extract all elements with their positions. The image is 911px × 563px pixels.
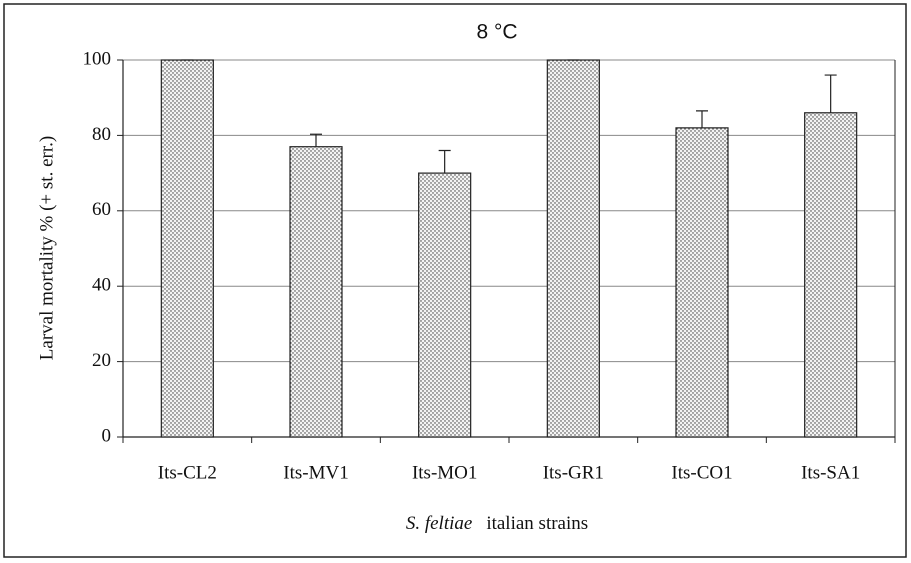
- bar: [675, 127, 729, 438]
- y-tick-label: 20: [92, 350, 111, 371]
- error-bar: [438, 149, 451, 174]
- bar: [418, 172, 472, 438]
- error-bar: [696, 110, 708, 128]
- x-axis-label-rest: italian strains: [486, 513, 588, 534]
- x-axis-label: S. feltiae italian strains: [406, 513, 588, 534]
- bar: [804, 112, 858, 438]
- y-tick-label: 80: [92, 124, 111, 145]
- bar: [160, 59, 214, 438]
- x-tick-label: Its-MV1: [283, 462, 348, 483]
- error-bar: [824, 74, 837, 113]
- x-tick-label: Its-SA1: [801, 462, 860, 483]
- y-tick-label: 100: [83, 48, 112, 69]
- y-tick-label: 60: [92, 199, 111, 220]
- y-axis-label: Larval mortality % (+ st. err.): [36, 136, 57, 360]
- error-bar: [310, 133, 322, 147]
- bar: [289, 146, 343, 438]
- x-axis-label-italic: S. feltiae: [406, 513, 472, 534]
- x-tick-label: Its-CL2: [158, 462, 217, 483]
- x-tick-label: Its-GR1: [543, 462, 604, 483]
- y-tick-label: 0: [102, 425, 112, 446]
- bar: [546, 59, 600, 438]
- y-tick-label: 40: [92, 275, 111, 296]
- x-tick-label: Its-MO1: [412, 462, 477, 483]
- chart-title: 8 °C: [476, 21, 517, 44]
- x-tick-label: Its-CO1: [671, 462, 732, 483]
